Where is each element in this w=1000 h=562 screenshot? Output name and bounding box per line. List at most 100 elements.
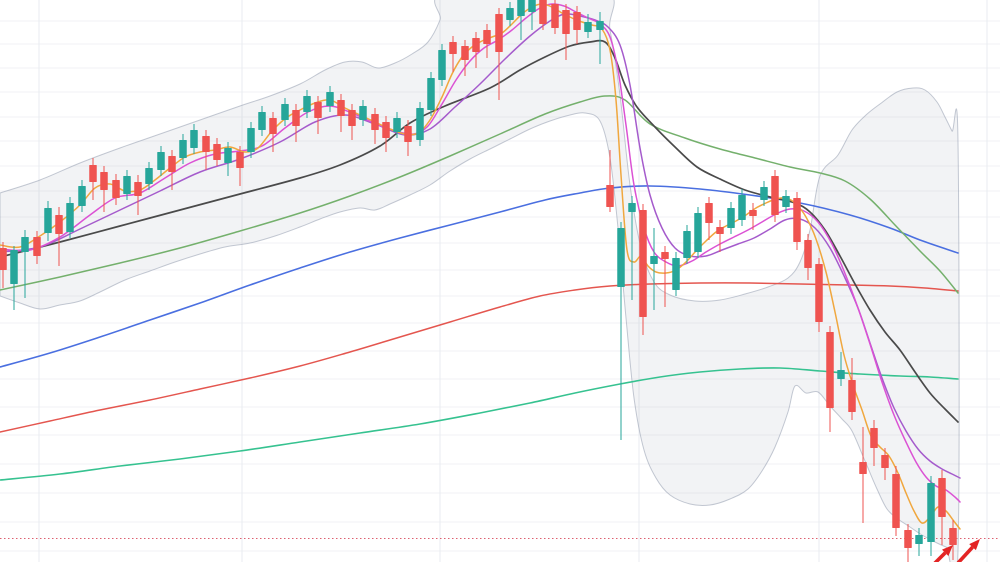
candle-down xyxy=(472,32,480,68)
candle-up xyxy=(694,207,702,258)
bollinger-band xyxy=(0,0,960,562)
candle-up xyxy=(179,134,187,164)
candle-body xyxy=(247,128,255,152)
candle-up xyxy=(738,189,746,226)
candle-down xyxy=(892,466,900,536)
trend-arrow-icon xyxy=(933,545,953,562)
candle-body xyxy=(461,46,469,60)
candle-down xyxy=(749,203,757,230)
candle-body xyxy=(416,108,424,140)
candle-body xyxy=(314,102,322,118)
candle-down xyxy=(771,170,779,222)
candle-body xyxy=(371,114,379,130)
candle-body xyxy=(202,136,210,152)
candle-down xyxy=(539,0,547,30)
candle-body xyxy=(573,12,581,30)
candle-body xyxy=(44,208,52,233)
candle-body xyxy=(337,100,345,116)
candle-body xyxy=(584,22,592,32)
candle-body xyxy=(705,203,713,223)
candle-down xyxy=(0,242,7,288)
candle-down xyxy=(815,258,823,332)
candle-body xyxy=(683,231,691,258)
candle-body xyxy=(393,118,401,132)
candle-up xyxy=(303,90,311,118)
candle-up xyxy=(683,225,691,264)
candle-body xyxy=(650,256,658,264)
candle-down xyxy=(348,104,356,140)
candle-body xyxy=(848,380,856,412)
candle-body xyxy=(749,210,757,216)
candle-up xyxy=(782,190,790,213)
candle-body xyxy=(427,78,435,110)
candle-body xyxy=(213,144,221,160)
candle-body xyxy=(123,176,131,194)
candle-down xyxy=(551,0,559,34)
candle-up xyxy=(10,246,18,310)
candle-up xyxy=(393,112,401,138)
candle-up xyxy=(224,142,232,176)
candle-body xyxy=(157,152,165,170)
candle-up xyxy=(123,170,131,200)
candle-body xyxy=(672,258,680,290)
candle-body xyxy=(639,210,647,317)
candles-layer xyxy=(0,0,957,562)
candle-body xyxy=(303,96,311,112)
candle-body xyxy=(359,106,367,120)
candle-down xyxy=(826,326,834,432)
candle-body xyxy=(55,215,63,234)
candle-down xyxy=(870,420,878,466)
candle-body xyxy=(517,0,525,16)
candle-down xyxy=(100,166,108,212)
candle-down xyxy=(202,130,210,170)
candle-up xyxy=(157,146,165,176)
candle-body xyxy=(348,110,356,126)
candle-body xyxy=(628,203,636,212)
candle-body xyxy=(382,122,390,138)
candle-body xyxy=(596,21,604,30)
candle-body xyxy=(483,30,491,44)
candle-down xyxy=(804,234,812,280)
candle-down xyxy=(337,94,345,132)
candle-body xyxy=(33,237,41,256)
candle-up xyxy=(528,0,536,30)
candle-body xyxy=(506,8,514,20)
candle-up xyxy=(628,196,636,300)
candle-body xyxy=(21,237,29,252)
candle-up xyxy=(727,202,735,234)
candle-body xyxy=(281,104,289,120)
candle-down xyxy=(716,220,724,252)
candle-body xyxy=(716,227,724,234)
candle-body xyxy=(859,462,867,474)
ma-slow-mint xyxy=(0,367,959,481)
candle-body xyxy=(89,165,97,182)
candle-body xyxy=(661,252,669,259)
candle-body xyxy=(562,10,570,34)
candle-body xyxy=(145,168,153,184)
candle-up xyxy=(517,0,525,40)
ma-blue xyxy=(0,185,959,368)
candle-up xyxy=(427,72,435,116)
arrow-head xyxy=(969,539,980,551)
candle-up xyxy=(584,14,592,38)
candle-up xyxy=(258,106,266,136)
candle-body xyxy=(892,474,900,528)
candle-down xyxy=(495,8,503,100)
candle-up xyxy=(438,44,446,86)
candle-up xyxy=(650,228,658,310)
candle-up xyxy=(672,252,680,296)
candle-body xyxy=(815,264,823,322)
candle-body xyxy=(760,187,768,200)
candle-up xyxy=(915,528,923,556)
candle-down xyxy=(639,204,647,335)
candle-body xyxy=(617,228,625,287)
candle-down xyxy=(371,108,379,144)
candle-body xyxy=(949,528,957,545)
candle-body xyxy=(771,176,779,215)
candle-down xyxy=(112,174,120,205)
candle-body xyxy=(915,535,923,544)
candle-down xyxy=(793,192,801,250)
candle-body xyxy=(606,185,614,207)
candle-body xyxy=(438,50,446,80)
